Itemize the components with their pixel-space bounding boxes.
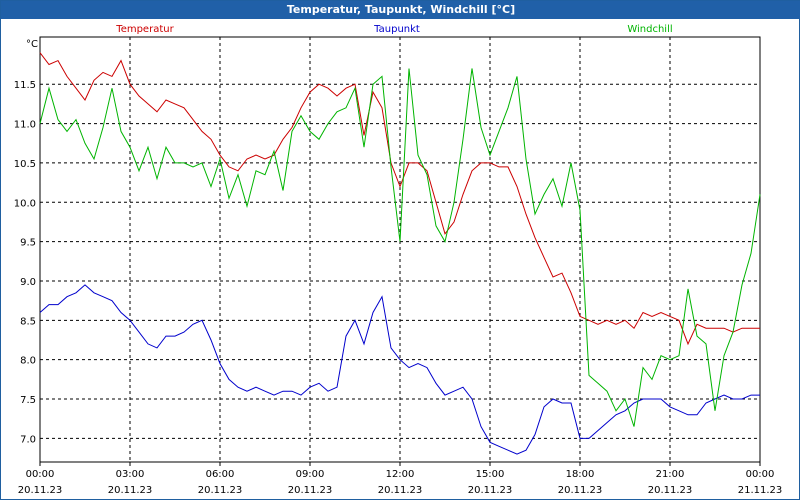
y-tick-label: 7.5 — [20, 395, 36, 406]
x-tick-time: 12:00 — [386, 469, 415, 480]
series-line-windchill — [39, 68, 761, 427]
y-tick-label: 9.5 — [20, 238, 36, 249]
x-tick-time: 03:00 — [116, 469, 145, 480]
y-axis: 11.5 11.0 10.5 10.0 9.5 9.0 8.5 8.0 7.5 7.0 — [14, 80, 36, 445]
x-axis: 00:00 20.11.23 03:00 20.11.23 06:00 20.11.23 0… — [18, 462, 783, 496]
y-tick-label: 10.5 — [14, 159, 36, 170]
x-tick-date: 20.11.23 — [558, 485, 603, 496]
x-tick-time: 21:00 — [656, 469, 685, 480]
y-tick-label: 8.0 — [20, 356, 36, 367]
y-tick-label: 9.0 — [20, 277, 36, 288]
legend-entry: Taupunkt — [373, 24, 420, 35]
y-tick-label: 11.0 — [14, 120, 36, 131]
x-tick-date: 21.11.23 — [738, 485, 783, 496]
legend-entry: Windchill — [627, 24, 672, 35]
x-tick-time: 06:00 — [206, 469, 235, 480]
series-line-temperatur — [39, 52, 760, 346]
y-tick-label: 11.5 — [14, 80, 36, 91]
x-tick-time: 00:00 — [26, 469, 55, 480]
x-tick-date: 20.11.23 — [198, 485, 243, 496]
x-tick-time: 09:00 — [296, 469, 325, 480]
window-title: Temperatur, Taupunkt, Windchill [°C] — [1, 1, 800, 19]
x-tick-date: 20.11.23 — [18, 485, 63, 496]
x-tick-time: 18:00 — [566, 469, 595, 480]
series-line-taupunkt — [39, 284, 760, 455]
x-tick-time: 15:00 — [476, 469, 505, 480]
x-tick-date: 20.11.23 — [108, 485, 153, 496]
y-tick-label: 7.0 — [20, 434, 36, 445]
y-axis-unit-label: °C — [26, 39, 38, 50]
x-tick-date: 20.11.23 — [648, 485, 693, 496]
series-lines — [39, 52, 761, 455]
y-tick-label: 10.0 — [14, 198, 36, 209]
legend: Temperatur Taupunkt Windchill — [115, 24, 672, 35]
x-tick-date: 20.11.23 — [378, 485, 423, 496]
y-tick-label: 8.5 — [20, 316, 36, 327]
legend-entry: Temperatur — [115, 24, 174, 35]
x-tick-date: 20.11.23 — [288, 485, 333, 496]
grid — [40, 37, 760, 462]
x-tick-date: 20.11.23 — [468, 485, 513, 496]
x-tick-time: 00:00 — [746, 469, 775, 480]
